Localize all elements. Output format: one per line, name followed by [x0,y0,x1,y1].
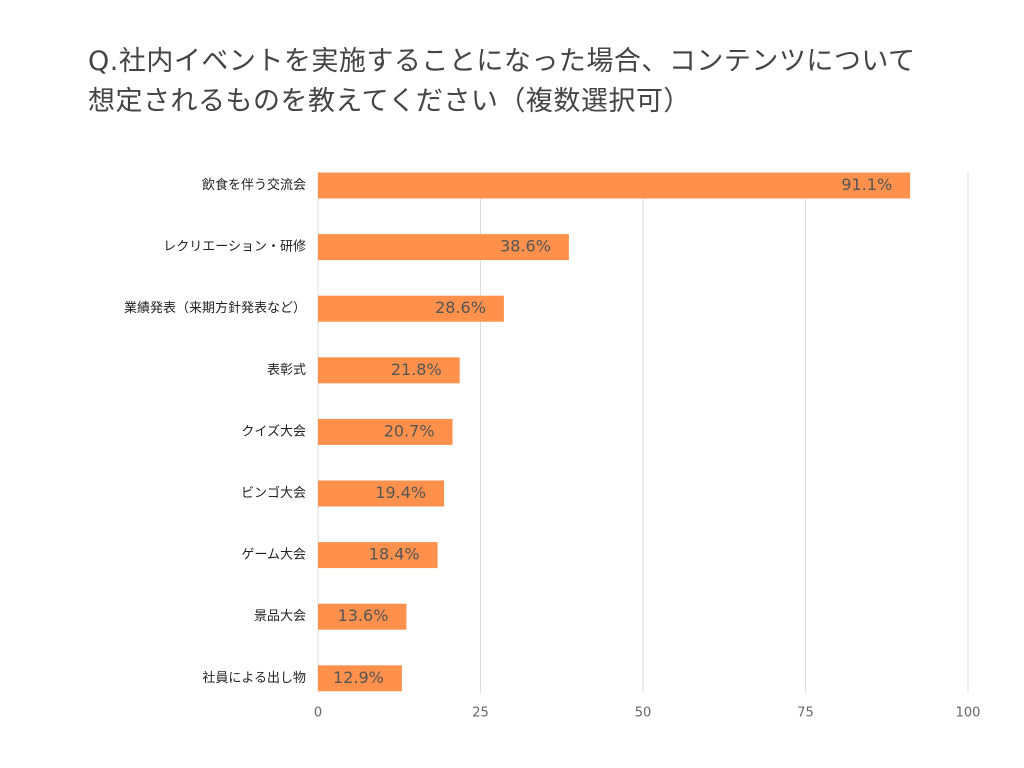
bar-8 [318,603,407,630]
category-label-2: レクリエーション・研修 [163,240,306,255]
category-label-4: 表彰式 [267,362,306,378]
x-tick-label-75: 75 [797,706,814,721]
data-label-6: 19.4% [375,483,426,502]
bar-1 [318,172,911,199]
data-label-8: 13.6% [338,606,389,625]
bar-3 [318,295,504,322]
data-label-7: 18.4% [369,545,420,564]
category-label-9: 社員による出し物 [202,670,306,686]
chart-title-line-2: 想定されるものを教えてください（複数選択可） [88,86,691,117]
chart-title: Q.社内イベントを実施することになった場合、コンテンツについて 想定されるものを… [88,42,988,122]
data-label-3: 28.6% [435,298,486,317]
bar-6 [318,480,445,507]
x-tick-label-25: 25 [472,706,489,721]
category-label-3: 業績発表（来期方針発表など） [124,300,306,316]
data-label-9: 12.9% [333,668,384,687]
category-label-8: 景品大会 [254,609,306,624]
bar-7 [318,542,438,569]
x-tick-label-100: 100 [956,706,981,721]
bar-4 [318,357,460,384]
data-label-5: 20.7% [384,421,435,440]
data-label-1: 91.1% [841,175,892,194]
category-label-6: ビンゴ大会 [241,485,306,501]
bar-9 [318,665,402,692]
category-label-5: クイズ大会 [241,423,306,439]
bar-2 [318,234,569,261]
category-label-1: 飲食を伴う交流会 [202,177,306,193]
x-tick-label-50: 50 [635,706,652,721]
bar-5 [318,418,453,445]
data-label-2: 38.6% [500,237,551,256]
data-label-4: 21.8% [391,360,442,379]
x-tick-label-0: 0 [314,706,322,721]
category-label-7: ゲーム大会 [241,548,306,563]
chart-title-line-1: Q.社内イベントを実施することになった場合、コンテンツについて [88,46,916,77]
